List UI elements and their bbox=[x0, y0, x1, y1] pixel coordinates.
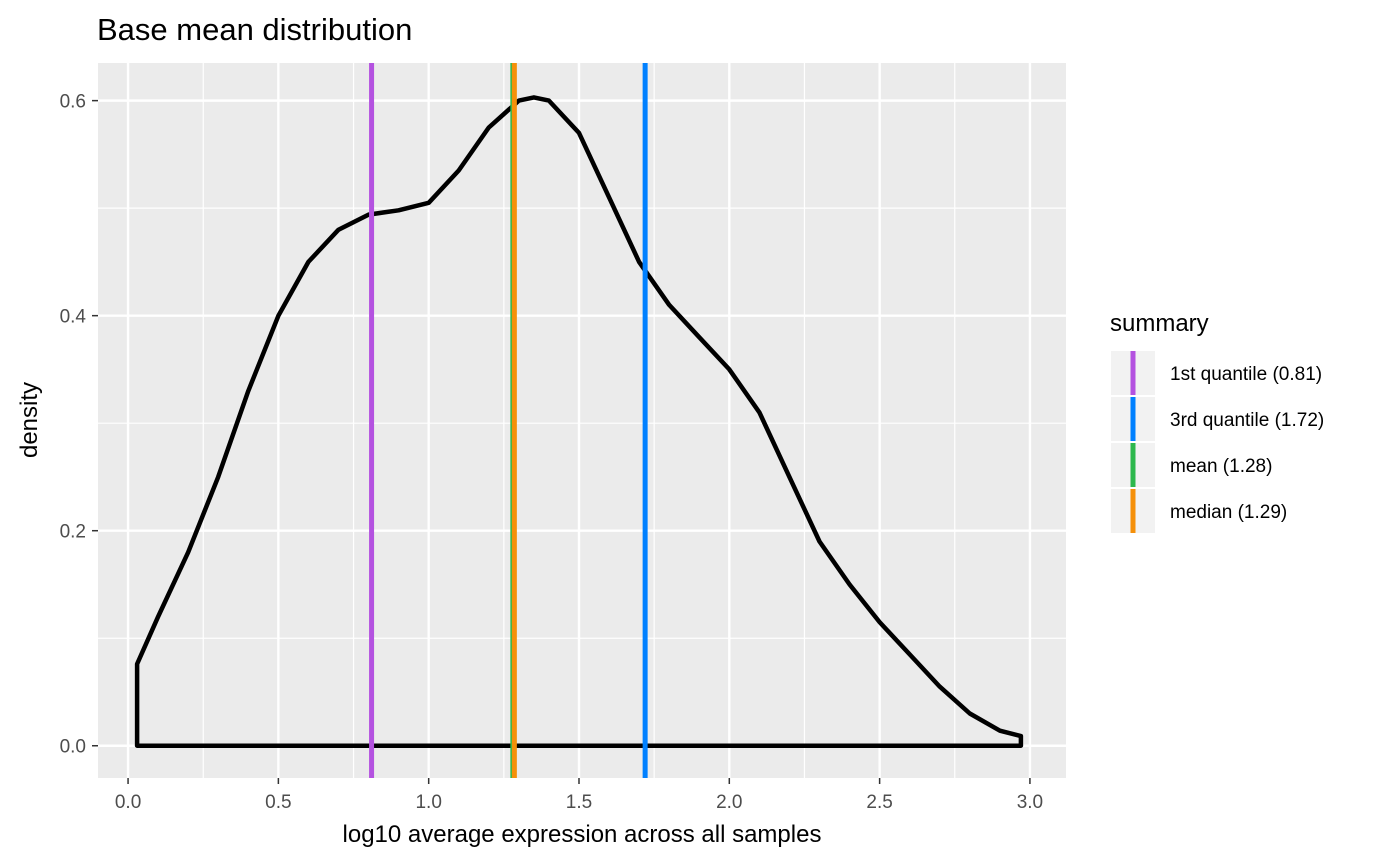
legend: summary 1st quantile (0.81) 3rd quantile … bbox=[1110, 310, 1324, 533]
x-tick-label: 0.0 bbox=[115, 792, 141, 813]
grid-minor bbox=[98, 63, 1066, 778]
density-curve bbox=[134, 95, 1024, 748]
y-axis-title: density bbox=[16, 382, 43, 458]
y-tick-label: 0.0 bbox=[60, 737, 86, 758]
legend-item-label: mean (1.28) bbox=[1170, 456, 1272, 477]
legend-item-label: 1st quantile (0.81) bbox=[1170, 364, 1322, 385]
density-layer bbox=[134, 95, 1024, 748]
x-tick-label: 1.5 bbox=[566, 792, 592, 813]
x-axis: 0.0 0.5 1.0 1.5 2.0 2.5 3.0 bbox=[115, 778, 1043, 813]
y-tick-label: 0.4 bbox=[60, 307, 87, 328]
x-tick-label: 0.5 bbox=[265, 792, 291, 813]
x-tick-label: 2.0 bbox=[716, 792, 742, 813]
y-tick-label: 0.2 bbox=[60, 522, 86, 543]
x-tick-label: 1.0 bbox=[415, 792, 441, 813]
legend-item-label: 3rd quantile (1.72) bbox=[1170, 410, 1324, 431]
y-axis: 0.0 0.2 0.4 0.6 bbox=[60, 92, 98, 758]
legend-item-label: median (1.29) bbox=[1170, 502, 1287, 523]
plot-panel bbox=[98, 63, 1066, 778]
vline-layer bbox=[369, 63, 648, 778]
legend-title: summary bbox=[1110, 310, 1209, 337]
x-axis-title: log10 average expression across all samp… bbox=[343, 821, 822, 848]
y-tick-label: 0.6 bbox=[60, 92, 86, 113]
x-tick-label: 3.0 bbox=[1017, 792, 1043, 813]
chart-title: Base mean distribution bbox=[97, 12, 412, 47]
x-tick-label: 2.5 bbox=[866, 792, 892, 813]
